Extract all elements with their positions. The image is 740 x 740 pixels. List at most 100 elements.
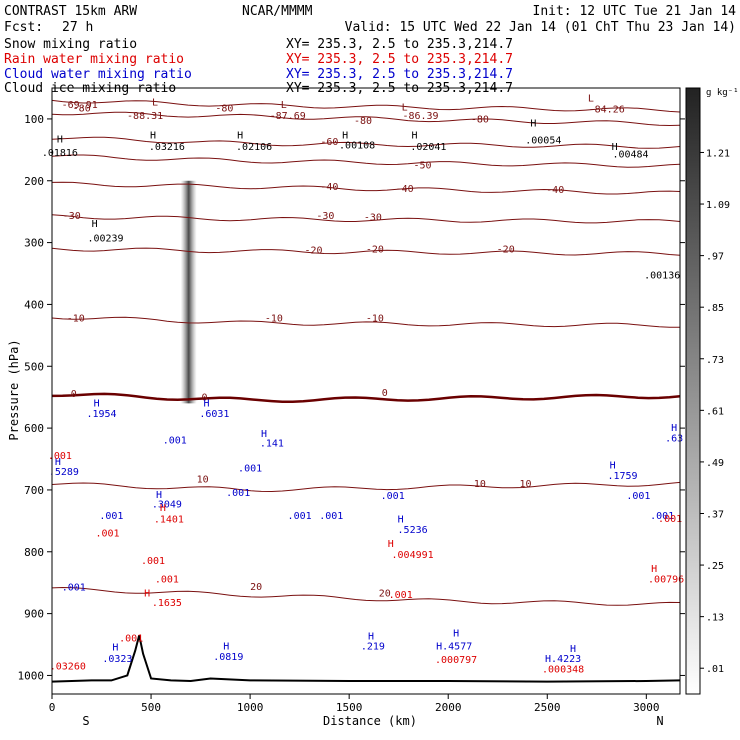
snow-extremum-label: H (612, 142, 618, 153)
right-end-label: N (656, 714, 663, 728)
cloud-water-label: H (671, 423, 677, 434)
colorbar-tick-label: 1.09 (706, 200, 730, 211)
snow-extremum-label: H (237, 131, 243, 142)
rain-water-label: H (388, 539, 394, 550)
temperature-contour-label: L (281, 100, 287, 111)
temperature-contour (51, 214, 681, 224)
temperature-contour-label: 0 (71, 389, 77, 400)
temperature-contour-label: -10 (67, 314, 85, 325)
rain-water-label: .004991 (392, 550, 434, 561)
temperature-contour-label: 10 (519, 479, 531, 490)
cloud-water-label: .0323 (102, 654, 132, 665)
temperature-contour-label: -40 (320, 182, 338, 193)
colorbar-tick-label: .85 (706, 303, 724, 314)
plot-content: -80 -80 -80 -80 -60 -50 -40 -40 -40 -30 -30 -30 -20 -… (42, 94, 684, 683)
snow-extremum-label: .00136 (644, 271, 680, 282)
cloud-water-label: .001 (288, 511, 312, 522)
temperature-contour-label: -80 (471, 115, 489, 126)
temperature-contour-label: 20 (250, 582, 262, 593)
cloud-water-label: .001 (319, 511, 343, 522)
rain-water-label: .000797 (435, 655, 477, 666)
colorbar-ramp (685, 87, 701, 695)
left-end-label: S (82, 714, 89, 728)
temperature-contour-label: -60 (320, 137, 338, 148)
chart-title: CONTRAST 15km ARW (4, 4, 137, 19)
temperature-contour-label: -20 (366, 245, 384, 256)
temperature-contour-label: -30 (364, 212, 382, 223)
colorbar-tick-label: .25 (706, 561, 724, 572)
temperature-contour-label: -87.69 (270, 111, 306, 122)
field-label-rain: Rain water mixing ratio (4, 52, 184, 67)
field-label-snow: Snow mixing ratio (4, 37, 137, 52)
snow-extremum-label: H (92, 219, 98, 230)
cloud-water-label: H (570, 644, 576, 655)
temperature-contour (51, 316, 680, 328)
temperature-contour (51, 247, 681, 256)
cloud-water-label: .001 (650, 511, 674, 522)
rain-water-label: .001 (48, 451, 72, 462)
temperature-contour-label: L (588, 94, 594, 105)
rain-water-label: H (651, 564, 657, 575)
temperature-contour-label: 0 (382, 388, 388, 399)
cloud-water-label: H.4577 (436, 642, 472, 653)
temperature-contour (51, 481, 681, 493)
cloud-water-label: .001 (163, 436, 187, 447)
snow-extremum-label: .02106 (236, 142, 272, 153)
cloud-water-label: H.4223 (545, 654, 581, 665)
init-time: Init: 12 UTC Tue 21 Jan 14 (533, 4, 737, 19)
cloud-water-label: .001 (62, 583, 86, 594)
terrain-profile (51, 635, 681, 683)
y-tick-label: 200 (24, 175, 44, 188)
x-tick-label: 2000 (435, 701, 462, 714)
y-tick-label: 600 (24, 422, 44, 435)
colorbar-tick-label: .13 (706, 613, 724, 624)
cloud-water-label: .5236 (398, 525, 428, 536)
colorbar-tick-label: .73 (706, 355, 724, 366)
x-axis-title: Distance (km) (323, 714, 417, 728)
temperature-contour-label: 10 (474, 479, 486, 490)
cloud-water-label: .001 (381, 491, 405, 502)
cloud-water-label: .3049 (152, 499, 182, 510)
temperature-contour-label: -80 (215, 104, 233, 115)
cloud-water-label: .001 (238, 463, 262, 474)
y-tick-label: 300 (24, 237, 44, 250)
colorbar-tick-label: .61 (706, 406, 724, 417)
snow-extremum-label: H (530, 118, 536, 129)
temperature-contour (51, 392, 681, 403)
y-axis-title: Pressure (hPa) (7, 339, 21, 440)
cloud-water-label: .141 (260, 439, 284, 450)
cloud-water-label: H (203, 399, 209, 410)
snow-extremum-label: H (411, 131, 417, 142)
cloud-water-label: .0819 (213, 652, 243, 663)
snow-extremum-label: .02041 (410, 142, 446, 153)
snow-extremum-label: .00239 (87, 233, 123, 244)
cloud-water-label: .001 (99, 511, 123, 522)
cloud-water-label: .6031 (199, 409, 229, 420)
temperature-contour-label: -80 (73, 104, 91, 115)
temperature-contour-label: -40 (396, 184, 414, 195)
temperature-contour-label: -30 (316, 211, 334, 222)
colorbar-tick-label: .37 (706, 509, 724, 520)
cloud-water-label: .1759 (607, 471, 637, 482)
rain-water-label: .03260 (50, 661, 86, 672)
temperature-contour-label: L (152, 97, 158, 108)
x-tick-label: 2500 (534, 701, 561, 714)
temperature-contour-label: 10 (197, 475, 209, 486)
colorbar: g kg⁻¹ .01 .13 .25 .37 .49 .61 .73 .85 .97 1.09 1.… (685, 87, 739, 695)
x-tick-label: 1000 (237, 701, 264, 714)
field-xy-snow: XY= 235.3, 2.5 to 235.3,214.7 (286, 37, 513, 52)
snow-column (180, 180, 197, 404)
temperature-contour (51, 99, 681, 113)
field-label-cloud-water: Cloud water mixing ratio (4, 67, 192, 82)
temperature-contour (51, 111, 681, 127)
cloud-water-label: H (55, 457, 61, 468)
cloud-water-label: .219 (361, 642, 385, 653)
temperature-contour (51, 154, 681, 168)
field-xy-rain: XY= 235.3, 2.5 to 235.3,214.7 (286, 52, 513, 67)
snow-extremum-label: H (342, 131, 348, 142)
y-tick-label: 100 (24, 113, 44, 126)
colorbar-tick-label: .97 (706, 252, 724, 263)
snow-extremum-label: .01816 (42, 148, 78, 159)
